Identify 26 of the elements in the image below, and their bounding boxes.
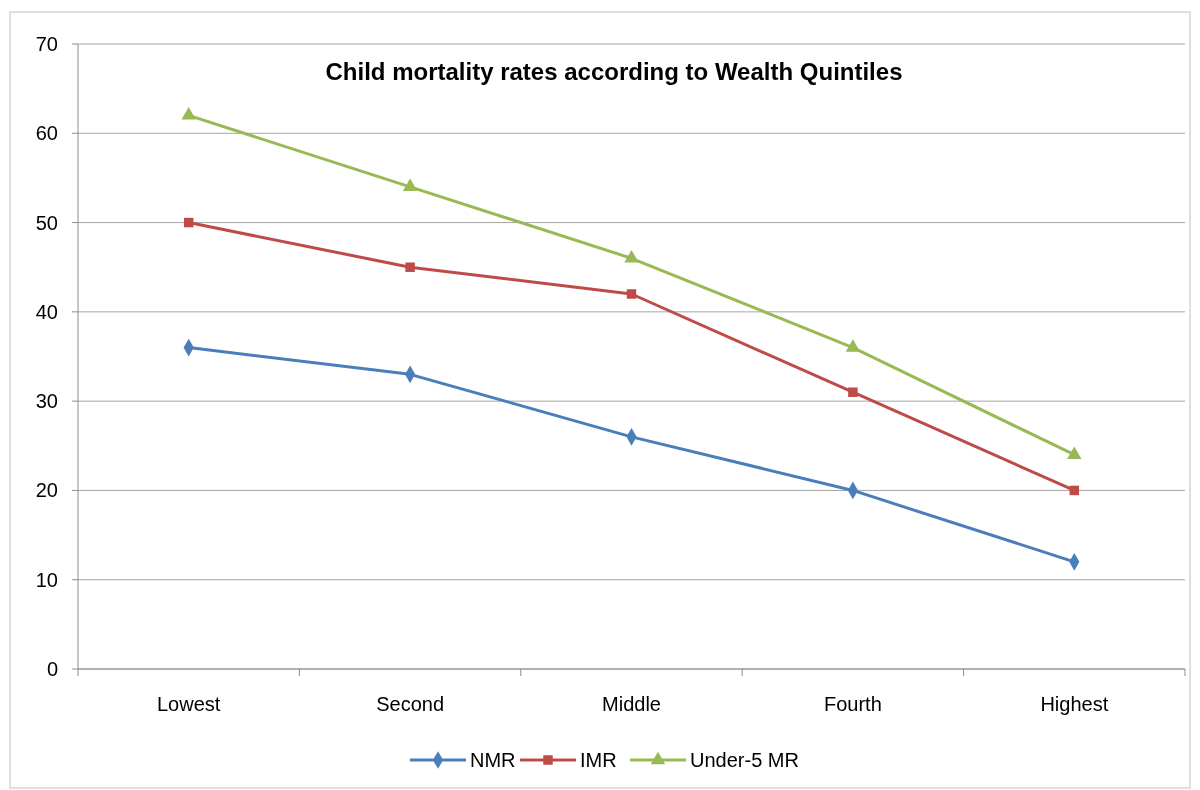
legend-label: IMR (580, 749, 617, 771)
text: Child mortality rates according to Wealth Quintiles (325, 58, 903, 85)
x-tick-label: Highest (1040, 693, 1109, 715)
point (405, 262, 415, 272)
x-tick-label: Lowest (157, 693, 221, 715)
point (402, 178, 418, 192)
y-tick-label: 70 (35, 33, 58, 55)
legend-label: Under-5 MR (690, 749, 799, 771)
y-tick-label: 30 (35, 390, 58, 413)
point (1069, 485, 1080, 496)
y-tick-label: 0 (46, 658, 58, 680)
point (845, 339, 861, 352)
point (183, 217, 194, 228)
legend-label: NMR (470, 749, 516, 771)
y-tick-label: 40 (35, 300, 58, 323)
point (626, 289, 637, 299)
point (848, 387, 858, 397)
x-tick-label: Middle (602, 693, 661, 715)
x-tick-label: Second (376, 693, 445, 715)
y-tick-label: 50 (35, 211, 58, 234)
x-tick-label: Fourth (823, 693, 882, 715)
y-tick-label: 20 (35, 479, 58, 502)
point (181, 107, 196, 120)
y-tick-label: 10 (35, 568, 58, 591)
point (624, 249, 639, 263)
y-tick-label: 60 (35, 122, 58, 145)
